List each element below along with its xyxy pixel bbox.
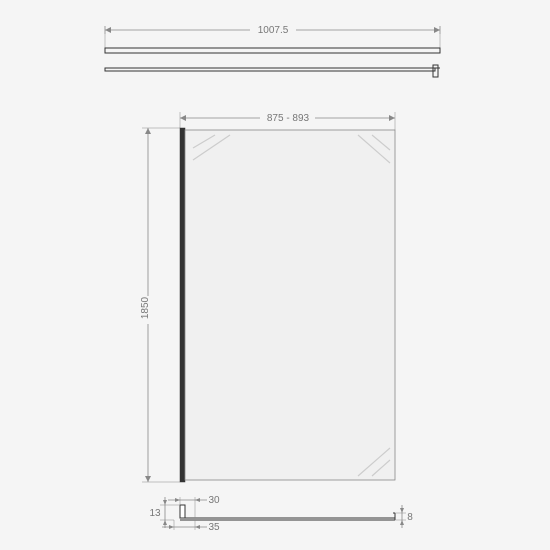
top-bar-dimension: 1007.5: [105, 23, 440, 48]
support-arm: [105, 65, 440, 77]
panel-width-label: 875 - 893: [267, 113, 310, 124]
bottom-profile: [180, 505, 185, 518]
dim-35: 35: [162, 520, 220, 533]
top-rail: [105, 48, 440, 53]
dim-35-label: 35: [208, 522, 220, 533]
top-bar-dim-label: 1007.5: [258, 25, 289, 36]
panel-height-label: 1850: [140, 296, 151, 319]
panel-height-dimension: 1850: [140, 128, 180, 482]
panel-width-dimension: 875 - 893: [180, 111, 395, 124]
dim-13-label: 13: [149, 508, 161, 519]
dim-30-label: 30: [208, 495, 220, 506]
dim-8: 8: [395, 505, 413, 528]
bottom-section-view: 30 35 13 8: [149, 495, 413, 533]
wall-profile: [180, 128, 185, 482]
dim-30: 30: [168, 495, 220, 518]
glass-panel: [185, 130, 395, 480]
dim-8-label: 8: [407, 512, 413, 523]
panel-front-view: 875 - 893 1850: [140, 111, 395, 482]
technical-drawing: 1007.5 875 - 893: [0, 0, 550, 550]
top-bar-group: 1007.5: [105, 23, 440, 77]
